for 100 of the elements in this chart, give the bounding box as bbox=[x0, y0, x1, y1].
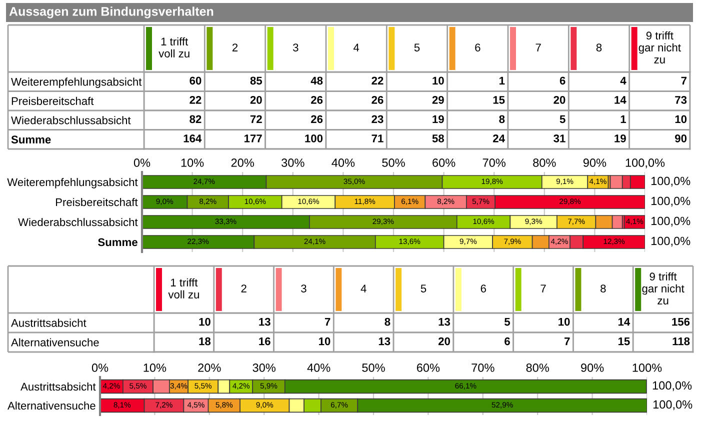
bar bbox=[624, 215, 645, 229]
x-tick-label: 10% bbox=[181, 158, 204, 167]
data-label: 90 bbox=[675, 134, 687, 142]
data-label: 18 bbox=[199, 337, 211, 346]
x-tick-label: 50% bbox=[382, 158, 405, 167]
total-label: 100,0% bbox=[651, 176, 690, 187]
x-tick-label: 70% bbox=[472, 364, 494, 372]
total-label: 100,0% bbox=[653, 400, 692, 410]
y-tick-label: Wiederabschlussabsicht bbox=[18, 218, 138, 226]
data-label: 82 bbox=[190, 115, 202, 124]
y-tick-label: Preisbereitschaft bbox=[12, 96, 94, 106]
y-tick-label: Summe bbox=[98, 238, 138, 246]
x-tick-label: 6 bbox=[475, 44, 480, 52]
data-label: 10 bbox=[675, 115, 687, 124]
x-tick-label: 100,0% bbox=[626, 158, 665, 168]
y-tick-label: Austrittsabsicht bbox=[11, 318, 86, 327]
x-tick-label: 10% bbox=[144, 364, 166, 372]
x-tick-label: 0% bbox=[134, 158, 150, 167]
data-label: 10 bbox=[319, 337, 330, 346]
y-tick-label: Weiterempfehlungsabsicht bbox=[7, 178, 138, 188]
data-label: 10 bbox=[432, 76, 444, 85]
x-tick-label: 2 bbox=[232, 44, 238, 52]
data-label: 14 bbox=[614, 96, 626, 104]
data-label: 85 bbox=[250, 76, 262, 85]
data-label: 6 bbox=[504, 337, 510, 346]
data-label: 13 bbox=[378, 337, 390, 346]
data-label: 26 bbox=[372, 96, 384, 104]
x-tick-label: 6 bbox=[480, 284, 486, 292]
data-label: 71 bbox=[372, 134, 384, 142]
data-label: 13 bbox=[259, 318, 270, 326]
data-label: 58 bbox=[432, 134, 444, 142]
x-tick-label: 1 trifft voll zu bbox=[158, 37, 190, 58]
total-label: 100,0% bbox=[652, 381, 692, 392]
x-tick-label: 30% bbox=[282, 158, 304, 167]
y-tick-label: Weiterempfehlungsabsicht bbox=[11, 78, 142, 88]
data-label: 60 bbox=[190, 76, 202, 85]
data-label: 7 bbox=[681, 76, 687, 84]
y-tick-label: Preisbereitschaft bbox=[56, 198, 138, 206]
y-tick-label: Summe bbox=[11, 136, 51, 144]
data-label: 19 bbox=[432, 115, 444, 124]
data-label: 156 bbox=[672, 318, 690, 326]
x-tick-label: 40% bbox=[332, 158, 355, 167]
x-tick-label: 90% bbox=[583, 158, 606, 167]
y-tick-label: Alternativensuche bbox=[11, 338, 99, 346]
data-label: 100 bbox=[305, 134, 323, 142]
x-tick-label: 4 bbox=[354, 44, 360, 52]
data-label: 1 bbox=[620, 115, 626, 123]
x-tick-label: 5 bbox=[420, 284, 426, 292]
x-tick-label: 7 bbox=[540, 284, 546, 292]
y-tick-label: Alternativensuche bbox=[8, 401, 96, 410]
x-tick-label: 9 trifft gar nicht zu bbox=[638, 31, 681, 64]
x-tick-label: 7 bbox=[536, 44, 541, 52]
x-tick-label: 0% bbox=[92, 364, 108, 372]
x-tick-label: 9 trifft gar nicht zu bbox=[642, 272, 684, 304]
data-label: 29 bbox=[432, 96, 444, 104]
x-tick-label: 30% bbox=[252, 364, 276, 372]
data-label: 10 bbox=[558, 318, 570, 326]
data-label: 118 bbox=[672, 337, 690, 346]
data-label: 16 bbox=[259, 337, 270, 346]
data-label: 20 bbox=[250, 96, 262, 104]
x-tick-label: 60% bbox=[432, 158, 456, 167]
data-label: 5 bbox=[560, 115, 566, 124]
data-label: 20 bbox=[554, 96, 566, 104]
total-label: 100,0% bbox=[651, 236, 690, 247]
x-tick-label: 3 bbox=[301, 284, 306, 292]
data-label: 15 bbox=[618, 337, 630, 346]
data-label: 4 bbox=[620, 76, 626, 84]
y-tick-label: Wiederabschlussabsicht bbox=[11, 116, 131, 124]
chart-title: Aussagen zum Bindungsverhalten bbox=[9, 6, 214, 18]
x-tick-label: 8 bbox=[600, 284, 606, 292]
data-label: 14 bbox=[618, 318, 630, 326]
x-tick-label: 70% bbox=[482, 158, 506, 167]
data-label: 7 bbox=[564, 337, 570, 346]
x-tick-label: 50% bbox=[362, 364, 385, 372]
x-tick-label: 2 bbox=[241, 284, 246, 292]
data-label: 24 bbox=[493, 134, 505, 142]
data-label: 19 bbox=[614, 134, 626, 142]
data-label: 6 bbox=[560, 76, 566, 85]
data-label: 48 bbox=[310, 76, 323, 85]
data-label: 22 bbox=[372, 76, 384, 84]
data-label: 7 bbox=[324, 318, 330, 326]
x-tick-label: 60% bbox=[416, 364, 440, 372]
data-label: 10 bbox=[199, 318, 210, 326]
data-label: 8 bbox=[499, 115, 505, 124]
data-label: 23 bbox=[372, 115, 384, 124]
data-label: 26 bbox=[311, 115, 323, 124]
x-tick-label: 100% bbox=[632, 364, 662, 372]
data-label: 20 bbox=[438, 337, 450, 346]
data-label: 26 bbox=[311, 96, 323, 104]
x-tick-label: 4 bbox=[360, 284, 366, 292]
data-label: 73 bbox=[675, 96, 687, 104]
x-tick-label: 40% bbox=[307, 364, 330, 372]
data-label: 15 bbox=[493, 96, 505, 104]
data-label: 13 bbox=[438, 318, 450, 326]
x-tick-label: 1 trifft voll zu bbox=[168, 278, 199, 298]
y-tick-label: Austrittsabsicht bbox=[20, 382, 96, 391]
x-tick-label: 3 bbox=[293, 44, 298, 52]
data-label: 5 bbox=[504, 318, 510, 326]
x-tick-label: 20% bbox=[231, 158, 254, 167]
total-label: 100,0% bbox=[651, 216, 690, 227]
